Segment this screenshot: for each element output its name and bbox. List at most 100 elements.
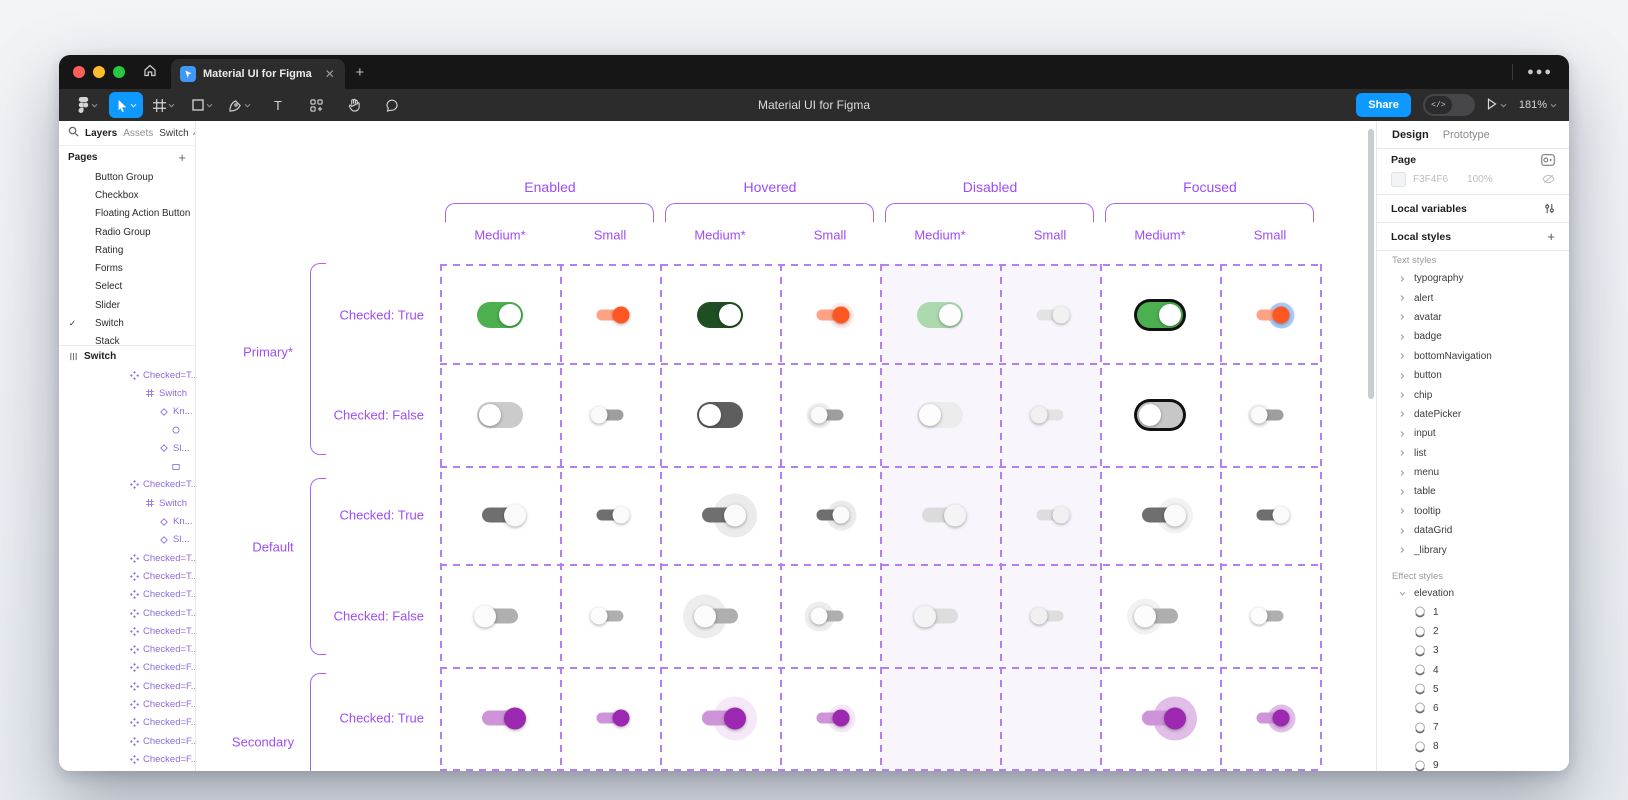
layer-item[interactable]: Checked=F... — [59, 750, 195, 768]
switch-on[interactable] — [596, 709, 630, 727]
text-style-item[interactable]: tooltip — [1377, 502, 1569, 521]
page-item[interactable]: Stack — [59, 333, 195, 345]
text-style-item[interactable]: _library — [1377, 540, 1569, 559]
text-style-item[interactable]: badge — [1377, 327, 1569, 346]
switch-on[interactable] — [1142, 696, 1197, 740]
add-style-icon[interactable]: + — [1547, 229, 1555, 244]
frame-tool[interactable] — [147, 92, 181, 118]
switch-on[interactable] — [1256, 302, 1294, 328]
switch-on[interactable] — [917, 302, 963, 328]
move-tool[interactable] — [109, 92, 143, 118]
close-window-button[interactable] — [73, 66, 85, 78]
switch-off[interactable] — [806, 402, 844, 428]
text-style-item[interactable]: button — [1377, 366, 1569, 385]
layer-item[interactable]: Checked=T... — [59, 549, 195, 567]
layer-item[interactable]: Checked=F... — [59, 659, 195, 677]
switch-on[interactable] — [816, 704, 855, 732]
elevation-style-item[interactable]: 6 — [1377, 699, 1569, 718]
layer-item[interactable]: Checked=F... — [59, 732, 195, 750]
elevation-style-item[interactable]: 8 — [1377, 737, 1569, 756]
tab-assets[interactable]: Assets — [123, 127, 154, 139]
zoom-menu[interactable]: 181% — [1519, 99, 1557, 111]
switch-off[interactable] — [683, 594, 738, 638]
switch-on[interactable] — [477, 302, 523, 328]
canvas[interactable]: Enabled Medium* Small Hovered Medium* Small Di… — [196, 121, 1376, 771]
switch-off[interactable] — [477, 402, 523, 428]
shape-tool[interactable] — [185, 92, 219, 118]
tab-prototype[interactable]: Prototype — [1442, 128, 1490, 141]
layer-item[interactable] — [59, 457, 195, 475]
layer-item[interactable]: Checked=F... — [59, 714, 195, 732]
page-item[interactable]: Radio Group — [59, 223, 195, 241]
switch-on[interactable] — [702, 696, 757, 740]
page-item[interactable]: Slider — [59, 296, 195, 314]
apply-styles-icon[interactable] — [1541, 154, 1555, 166]
text-style-item[interactable]: alert — [1377, 288, 1569, 307]
pen-tool[interactable] — [223, 92, 257, 118]
elevation-style-item[interactable]: 5 — [1377, 680, 1569, 699]
color-swatch[interactable] — [1391, 171, 1406, 187]
switch-on[interactable] — [1036, 506, 1070, 524]
switch-off[interactable] — [917, 402, 963, 428]
layer-item[interactable]: Sl... — [59, 531, 195, 549]
layer-item[interactable]: Switch — [59, 384, 195, 402]
text-style-item[interactable]: dataGrid — [1377, 521, 1569, 540]
text-style-item[interactable]: chip — [1377, 385, 1569, 404]
switch-on[interactable] — [1137, 302, 1183, 328]
share-button[interactable]: Share — [1356, 93, 1411, 117]
page-selector[interactable]: Switch — [159, 128, 195, 139]
file-tab[interactable]: Material UI for Figma ✕ — [171, 59, 345, 89]
layer-item[interactable]: Switch — [59, 494, 195, 512]
elevation-style-item[interactable]: 1 — [1377, 603, 1569, 622]
text-style-item[interactable]: list — [1377, 444, 1569, 463]
page-fill-row[interactable]: F3F4F6 100% — [1391, 171, 1555, 187]
switch-on[interactable] — [482, 504, 526, 526]
switch-off[interactable] — [697, 402, 743, 428]
root-layer-row[interactable]: Switch — [59, 345, 195, 366]
new-tab-button[interactable]: + — [345, 55, 375, 89]
present-button[interactable] — [1487, 97, 1507, 113]
page-item[interactable]: ✓ Switch — [59, 314, 195, 332]
switch-on[interactable] — [1142, 497, 1193, 533]
switch-off[interactable] — [590, 607, 624, 625]
layer-item[interactable]: Checked=T... — [59, 622, 195, 640]
switch-off[interactable] — [1137, 402, 1183, 428]
elevation-style-item[interactable]: 7 — [1377, 718, 1569, 737]
switch-off[interactable] — [914, 605, 958, 627]
tab-layers[interactable]: Layers — [85, 127, 118, 139]
home-button[interactable] — [137, 55, 163, 89]
canvas-scrollbar[interactable] — [1368, 129, 1374, 399]
switch-on[interactable] — [816, 302, 854, 328]
layer-item[interactable]: Checked=T... — [59, 604, 195, 622]
text-tool[interactable]: T — [261, 92, 295, 118]
switch-off[interactable] — [590, 406, 624, 424]
layer-item[interactable]: Checked=T... — [59, 586, 195, 604]
local-variables-row[interactable]: Local variables — [1377, 195, 1569, 223]
maximize-window-button[interactable] — [113, 66, 125, 78]
text-style-item[interactable]: bottomNavigation — [1377, 347, 1569, 366]
page-item[interactable]: Forms — [59, 259, 195, 277]
elevation-style-item[interactable]: 3 — [1377, 641, 1569, 660]
text-style-item[interactable]: avatar — [1377, 308, 1569, 327]
switch-on[interactable] — [702, 493, 757, 537]
layer-item[interactable]: Checked=T... — [59, 476, 195, 494]
text-style-item[interactable]: table — [1377, 482, 1569, 501]
page-item[interactable]: Checkbox — [59, 186, 195, 204]
switch-off[interactable] — [1247, 403, 1284, 427]
layer-item[interactable]: Kn... — [59, 403, 195, 421]
switch-off[interactable] — [1127, 598, 1178, 634]
switch-off[interactable] — [474, 605, 518, 627]
page-item[interactable]: Select — [59, 278, 195, 296]
layer-item[interactable] — [59, 421, 195, 439]
layer-item[interactable]: Checked=T... — [59, 640, 195, 658]
page-item[interactable]: Button Group — [59, 168, 195, 186]
switch-on[interactable] — [816, 500, 856, 530]
switch-off[interactable] — [1250, 607, 1284, 625]
comment-tool[interactable] — [375, 92, 409, 118]
hand-tool[interactable] — [337, 92, 371, 118]
elevation-style-item[interactable]: 4 — [1377, 660, 1569, 679]
text-style-item[interactable]: input — [1377, 424, 1569, 443]
tab-design[interactable]: Design — [1392, 128, 1429, 141]
minimize-window-button[interactable] — [93, 66, 105, 78]
effect-group-elevation[interactable]: elevation — [1377, 584, 1569, 603]
